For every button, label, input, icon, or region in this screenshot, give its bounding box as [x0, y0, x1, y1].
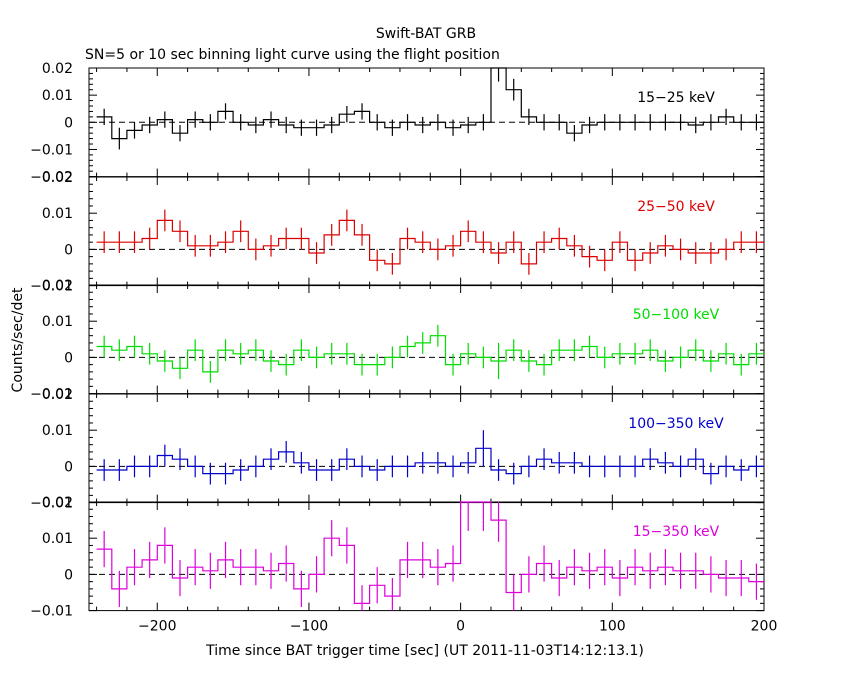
x-tick-label: 100 [599, 619, 626, 635]
series-step-line [96, 501, 764, 604]
y-tick-label: 0 [64, 350, 73, 366]
y-tick-label: −0.01 [30, 604, 73, 620]
y-tick-label: 0 [64, 567, 73, 583]
panel-energy-label: 100−350 keV [628, 416, 724, 432]
panel-1: −0.02 −0.01 0 0.01 0.02 15−25 keV [30, 61, 765, 186]
y-tick-label: −0.01 [30, 142, 73, 158]
series-step-line [96, 447, 764, 475]
chart-subtitle: SN=5 or 10 sec binning light curve using… [85, 47, 500, 63]
y-tick-label: 0.01 [42, 423, 73, 439]
panels-group: −0.02 −0.01 0 0.01 0.02 15−25 keV −0.01 0 0.01 0.… [30, 61, 777, 635]
y-tick-label: 0.01 [42, 531, 73, 547]
y-tick-label: 0.02 [42, 170, 73, 186]
panel-2: −0.01 0 0.01 0.02 25−50 keV [30, 170, 765, 295]
y-tick-label: 0 [64, 459, 73, 475]
panel-energy-label: 50−100 keV [633, 307, 720, 323]
y-tick-label: −0.01 [30, 387, 73, 403]
series-step-line [96, 219, 764, 265]
panel-3: −0.01 0 0.01 0.02 50−100 keV [30, 278, 765, 403]
y-tick-label: −0.02 [30, 170, 73, 186]
y-tick-label: 0.02 [42, 387, 73, 403]
y-tick-label: 0.01 [42, 206, 73, 222]
y-tick-label: 0 [64, 242, 73, 258]
y-tick-label: 0.02 [42, 61, 73, 77]
x-axis-label: Time since BAT trigger time [sec] (UT 20… [205, 643, 644, 659]
panel-frame [88, 393, 765, 504]
panel-frame [88, 284, 765, 395]
panel-energy-label: 15−350 keV [633, 524, 720, 540]
y-axis-label: Counts/sec/det [10, 287, 26, 392]
x-tick-label: 200 [751, 619, 778, 635]
panel-frame [88, 501, 765, 612]
x-tick-label: 0 [456, 619, 465, 635]
y-tick-label: 0 [64, 115, 73, 131]
panel-energy-label: 15−25 keV [637, 90, 715, 106]
y-tick-label: 0.02 [42, 278, 73, 294]
panel-energy-label: 25−50 keV [637, 199, 715, 215]
panel-frame [88, 176, 765, 287]
y-tick-label: 0.01 [42, 314, 73, 330]
series-step-line [96, 335, 764, 373]
y-tick-label: −0.01 [30, 496, 73, 512]
x-tick-label: −100 [290, 619, 328, 635]
panel-5: −0.01 0 0.01 0.02 15−350 keV [30, 495, 765, 620]
x-tick-label: −200 [138, 619, 176, 635]
panel-4: −0.01 0 0.01 0.02 100−350 keV [30, 387, 765, 512]
chart-title: Swift-BAT GRB [376, 26, 476, 42]
y-tick-label: 0.02 [42, 495, 73, 511]
y-tick-label: −0.01 [30, 279, 73, 295]
y-tick-label: 0.01 [42, 88, 73, 104]
